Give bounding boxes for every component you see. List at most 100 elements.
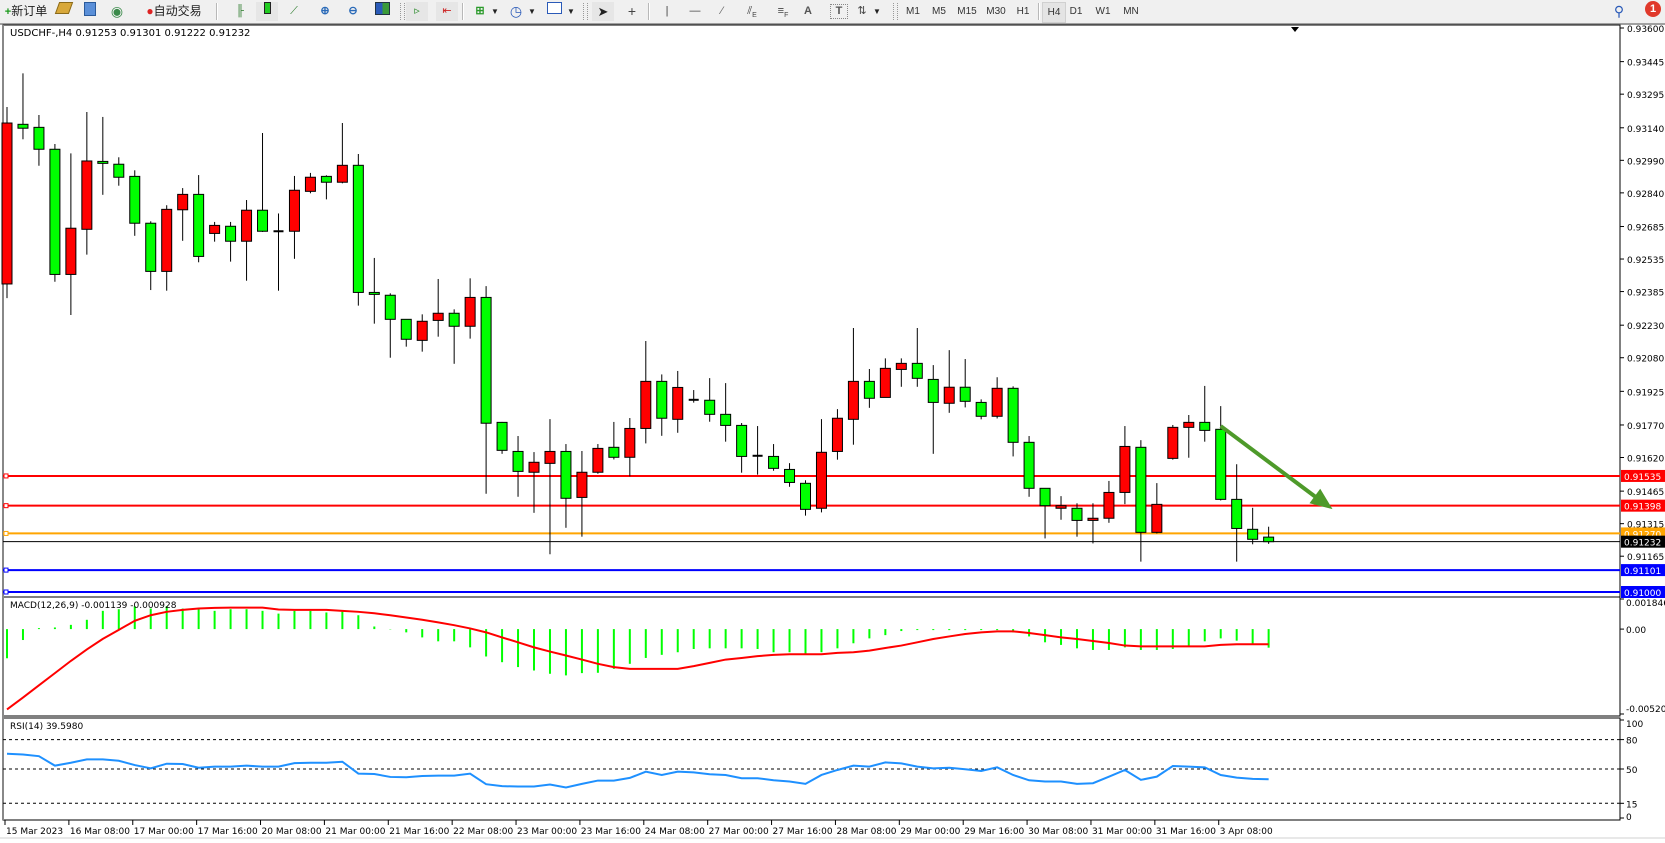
fibo-retracement-icon[interactable]: ≡F	[777, 5, 789, 20]
price-tag	[1621, 586, 1665, 598]
main-panel	[2, 24, 1621, 598]
auto-scroll-icon[interactable]: ▹	[406, 2, 428, 21]
candle-body	[815, 451, 827, 509]
candle-body	[241, 209, 253, 242]
price-tag	[1621, 469, 1665, 482]
template-icon[interactable]	[544, 2, 564, 21]
timeframe-m15[interactable]: M15	[957, 6, 977, 17]
timeframe-m5[interactable]: M5	[932, 6, 946, 17]
arrows-dropdown[interactable]: ▼	[873, 7, 881, 16]
candle-body	[895, 362, 907, 370]
timeframe-m1[interactable]: M1	[906, 6, 920, 17]
candle-body	[129, 175, 141, 224]
time-tick-label: 31 Mar 16:00	[1156, 827, 1216, 837]
horizontal-line-icon[interactable]: —	[689, 5, 701, 17]
search-icon[interactable]: ⚲	[1613, 3, 1625, 19]
macd-tick-label: 0.001846	[1626, 599, 1665, 609]
time-tick-label: 30 Mar 08:00	[1028, 827, 1088, 837]
time-tick-label: 28 Mar 08:00	[836, 827, 896, 837]
candle-body	[480, 296, 492, 424]
fibo-channel-icon[interactable]: ⫽E	[747, 5, 757, 20]
signal-icon[interactable]: ◉	[110, 3, 124, 19]
candle-body	[432, 312, 444, 321]
label-icon[interactable]: T	[830, 4, 848, 19]
candlestick-icon[interactable]	[256, 2, 278, 21]
chart-sheet-icon[interactable]	[80, 2, 100, 21]
toolbar-grip[interactable]	[893, 3, 898, 20]
timeframe-m30[interactable]: M30	[986, 6, 1006, 17]
candle-body	[352, 164, 364, 293]
candle-body	[863, 380, 875, 399]
candle-body	[544, 450, 556, 464]
time-tick-label: 23 Mar 16:00	[581, 827, 641, 837]
tile-windows-icon[interactable]	[372, 2, 392, 21]
zoom-in-icon[interactable]: ⊕	[320, 5, 330, 17]
candle-body	[1087, 517, 1099, 521]
candle-body	[911, 362, 923, 379]
text-icon[interactable]: A	[804, 5, 812, 17]
timeframe-w1[interactable]: W1	[1095, 6, 1111, 17]
candle-body	[1007, 387, 1019, 443]
notification-icon[interactable]: 1	[1645, 1, 1661, 17]
line-chart-icon[interactable]: ⟋	[290, 5, 298, 17]
crosshair-icon[interactable]: +	[627, 3, 637, 19]
timeframe-h4[interactable]: H4	[1042, 2, 1066, 23]
timeframe-mn[interactable]: MN	[1123, 6, 1139, 17]
candle-body	[1, 122, 13, 285]
vertical-line-icon[interactable]: |	[665, 5, 669, 17]
time-tick-label: 21 Mar 16:00	[389, 827, 449, 837]
price-tick-label: 0.92685	[1627, 223, 1664, 233]
candle-body	[576, 471, 588, 498]
trendline-icon[interactable]: ⁄	[721, 5, 723, 17]
new-order-button[interactable]: +新订单	[4, 4, 48, 18]
candle-body	[145, 222, 157, 272]
timeframe-d1[interactable]: D1	[1069, 6, 1083, 17]
time-tick-label: 21 Mar 00:00	[325, 827, 385, 837]
timeframe-h1[interactable]: H1	[1016, 6, 1030, 17]
candle-body	[1055, 505, 1067, 509]
clock-icon[interactable]: ◷	[509, 3, 523, 19]
candle-body	[177, 193, 189, 211]
template-dropdown[interactable]: ▼	[567, 7, 575, 16]
rsi-line	[6, 752, 1269, 789]
auto-trading-icon: ●	[146, 4, 154, 18]
candle-body	[560, 450, 572, 499]
new-chart-icon[interactable]: ⊞	[475, 5, 485, 17]
candle-body	[320, 175, 332, 183]
macd-tick-label: 0.00	[1626, 626, 1646, 636]
bar-chart-icon[interactable]: ╟	[236, 5, 244, 17]
time-tick-label: 3 Apr 08:00	[1220, 827, 1273, 837]
auto-trading-button[interactable]: ●自动交易	[146, 4, 202, 18]
toolbar-grip[interactable]	[400, 3, 405, 20]
price-tag-label: 0.91101	[1624, 567, 1661, 577]
rsi-tick-label: 0	[1626, 813, 1632, 823]
candle-body	[368, 291, 380, 295]
candle-body	[17, 123, 29, 129]
cursor-icon[interactable]: ➤	[592, 2, 614, 21]
candle-body	[592, 447, 604, 473]
chart-shift-icon[interactable]: ⇤	[436, 2, 458, 21]
candle-body	[943, 386, 955, 404]
candle-body	[1103, 491, 1115, 519]
time-tick-label: 24 Mar 08:00	[645, 827, 705, 837]
toolbar-grip[interactable]	[583, 3, 588, 20]
time-tick-label: 27 Mar 00:00	[709, 827, 769, 837]
candle-body	[656, 380, 668, 419]
candle-body	[959, 386, 971, 402]
candle-body	[288, 189, 300, 232]
new-chart-dropdown[interactable]: ▼	[491, 7, 499, 16]
candle-body	[736, 424, 748, 457]
rsi-label: RSI(14) 39.5980	[10, 722, 84, 732]
zoom-out-icon[interactable]: ⊖	[348, 5, 358, 17]
trend-arrow	[1219, 424, 1320, 501]
time-tick-label: 20 Mar 08:00	[262, 827, 322, 837]
candle-body	[624, 427, 636, 458]
arrows-icon[interactable]: ⇅	[857, 5, 867, 17]
periods-dropdown[interactable]: ▼	[528, 7, 536, 16]
candle-body	[225, 225, 237, 242]
candle-body	[1039, 487, 1051, 507]
candle-body	[1119, 445, 1131, 493]
price-tick-label: 0.92840	[1627, 190, 1664, 200]
rsi-tick-label: 15	[1626, 800, 1637, 810]
